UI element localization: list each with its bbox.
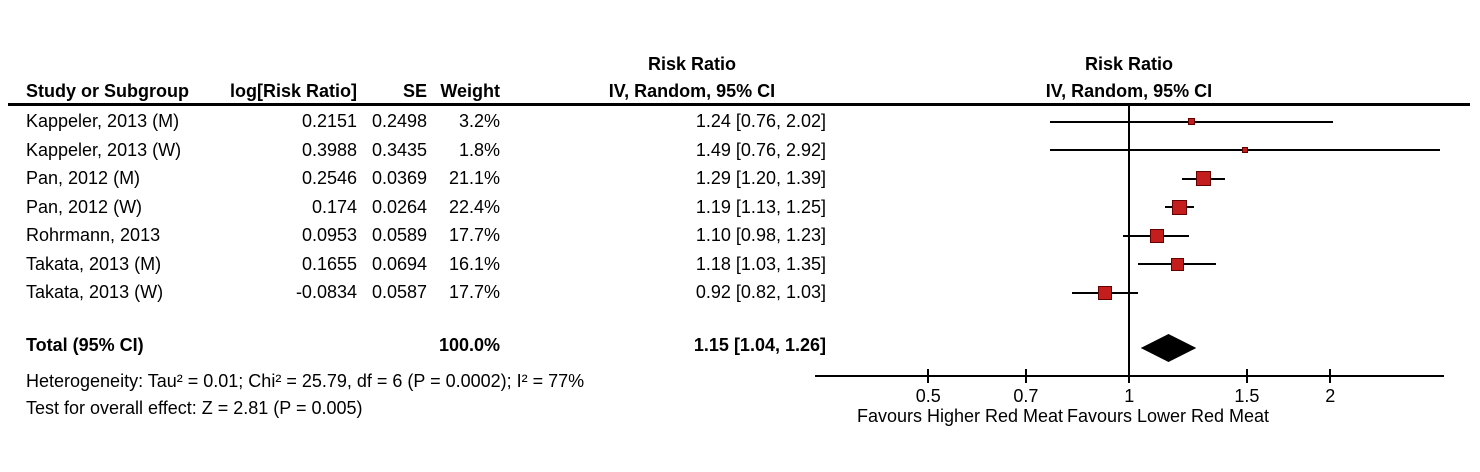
study-name-cell: Pan, 2012 (W)	[26, 196, 143, 217]
se-cell: 0.0587	[371, 282, 427, 302]
effect-square	[1172, 199, 1188, 215]
risk-ratio-ci-cell: 1.49 [0.76, 2.92]	[695, 139, 826, 160]
study-name-cell: Pan, 2012 (M)	[26, 168, 141, 188]
axis-tick-label: 1	[1124, 386, 1135, 406]
axis-tick-label: 0.5	[915, 386, 941, 406]
total-label: Total (95% CI)	[26, 335, 144, 355]
study-name-cell: Takata, 2013 (M)	[26, 253, 162, 274]
weight-cell: 17.7%	[448, 225, 500, 245]
axis-tick	[1329, 369, 1332, 383]
weight-cell: 1.8%	[458, 139, 500, 160]
risk-ratio-ci-cell: 1.10 [0.98, 1.23]	[695, 225, 826, 245]
heterogeneity-text: Heterogeneity: Tau² = 0.01; Chi² = 25.79…	[26, 371, 585, 391]
risk-ratio-ci-cell: 1.29 [1.20, 1.39]	[695, 168, 826, 188]
study-name-cell: Takata, 2013 (W)	[26, 282, 164, 302]
axis-tick	[1245, 369, 1248, 383]
risk-ratio-ci-cell: 0.92 [0.82, 1.03]	[695, 282, 826, 302]
total-weight: 100.0%	[438, 335, 500, 355]
study-name-cell: Kappeler, 2013 (W)	[26, 139, 182, 160]
weight-cell: 22.4%	[448, 196, 500, 217]
log-risk-ratio-cell: -0.0834	[295, 282, 357, 302]
weight-cell: 16.1%	[448, 253, 500, 274]
effect-square	[1149, 228, 1164, 243]
col-header-se: SE	[402, 81, 427, 101]
col-header-rr-subtitle: IV, Random, 95% CI	[608, 81, 776, 101]
weight-cell: 17.7%	[448, 282, 500, 302]
total-rr-ci: 1.15 [1.04, 1.26]	[693, 335, 826, 355]
se-cell: 0.0369	[371, 168, 427, 188]
col-header-log-risk-ratio: log[Risk Ratio]	[229, 81, 357, 101]
log-risk-ratio-cell: 0.0953	[301, 225, 357, 245]
axis-label-favours-left: Favours Higher Red Meat	[856, 406, 1064, 426]
plot-header-rr-title: Risk Ratio	[1084, 54, 1174, 74]
log-risk-ratio-cell: 0.2546	[301, 168, 357, 188]
axis-tick	[1128, 369, 1131, 383]
col-header-study: Study or Subgroup	[26, 81, 189, 101]
axis-label-favours-right: Favours Lower Red Meat	[1066, 406, 1270, 426]
study-name-cell: Rohrmann, 2013	[26, 225, 161, 245]
log-risk-ratio-cell: 0.174	[311, 196, 357, 217]
weight-cell: 21.1%	[448, 168, 500, 188]
axis-tick-label: 1.5	[1234, 386, 1260, 406]
risk-ratio-ci-cell: 1.19 [1.13, 1.25]	[695, 196, 826, 217]
effect-square	[1188, 118, 1196, 125]
risk-ratio-ci-cell: 1.24 [0.76, 2.02]	[695, 111, 826, 131]
effect-square	[1241, 147, 1248, 153]
effect-square	[1098, 285, 1113, 300]
effect-square	[1195, 171, 1211, 186]
study-name-cell: Kappeler, 2013 (M)	[26, 111, 180, 131]
risk-ratio-ci-cell: 1.18 [1.03, 1.35]	[695, 253, 826, 274]
overall-effect-text: Test for overall effect: Z = 2.81 (P = 0…	[26, 398, 363, 418]
total-diamond	[1140, 334, 1197, 362]
se-cell: 0.3435	[371, 139, 427, 160]
col-header-weight: Weight	[440, 81, 500, 101]
axis-tick	[1024, 369, 1027, 383]
se-cell: 0.0589	[371, 225, 427, 245]
header-divider-line	[8, 103, 1470, 106]
se-cell: 0.0694	[371, 253, 427, 274]
weight-cell: 3.2%	[458, 111, 500, 131]
axis-tick	[927, 369, 930, 383]
axis-tick-label: 2	[1325, 386, 1336, 406]
effect-square	[1170, 257, 1184, 271]
axis-tick-label: 0.7	[1013, 386, 1039, 406]
plot-header-rr-subtitle: IV, Random, 95% CI	[1045, 81, 1213, 101]
se-cell: 0.2498	[371, 111, 427, 131]
col-header-rr-title: Risk Ratio	[647, 54, 737, 74]
no-effect-line	[1128, 106, 1130, 376]
log-risk-ratio-cell: 0.1655	[301, 253, 357, 274]
se-cell: 0.0264	[371, 196, 427, 217]
log-risk-ratio-cell: 0.3988	[301, 139, 357, 160]
log-risk-ratio-cell: 0.2151	[301, 111, 357, 131]
